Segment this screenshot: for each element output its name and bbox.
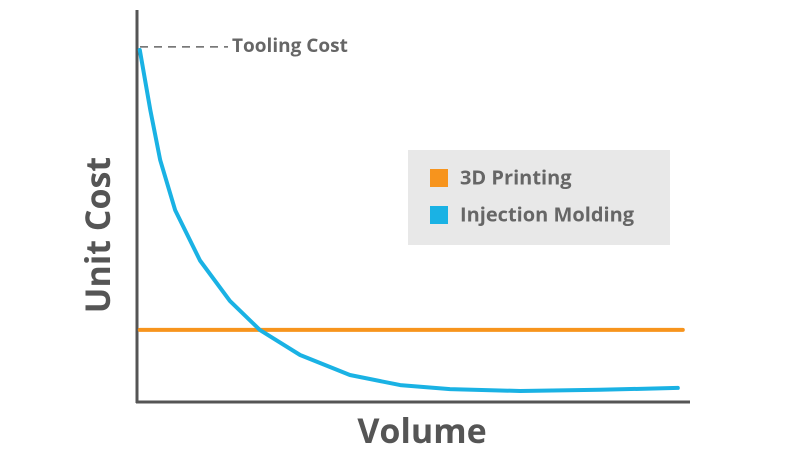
x-axis-title: Volume bbox=[357, 407, 486, 450]
legend-label: 3D Printing bbox=[460, 163, 572, 190]
annotation-text: Tooling Cost bbox=[232, 32, 348, 58]
line bbox=[137, 48, 680, 393]
legend-label: Injection Molding bbox=[460, 200, 635, 227]
y-axis-title: Unit Cost bbox=[74, 157, 120, 313]
legend-swatch bbox=[430, 206, 448, 224]
legend-box bbox=[408, 150, 670, 245]
legend-swatch bbox=[430, 169, 448, 187]
